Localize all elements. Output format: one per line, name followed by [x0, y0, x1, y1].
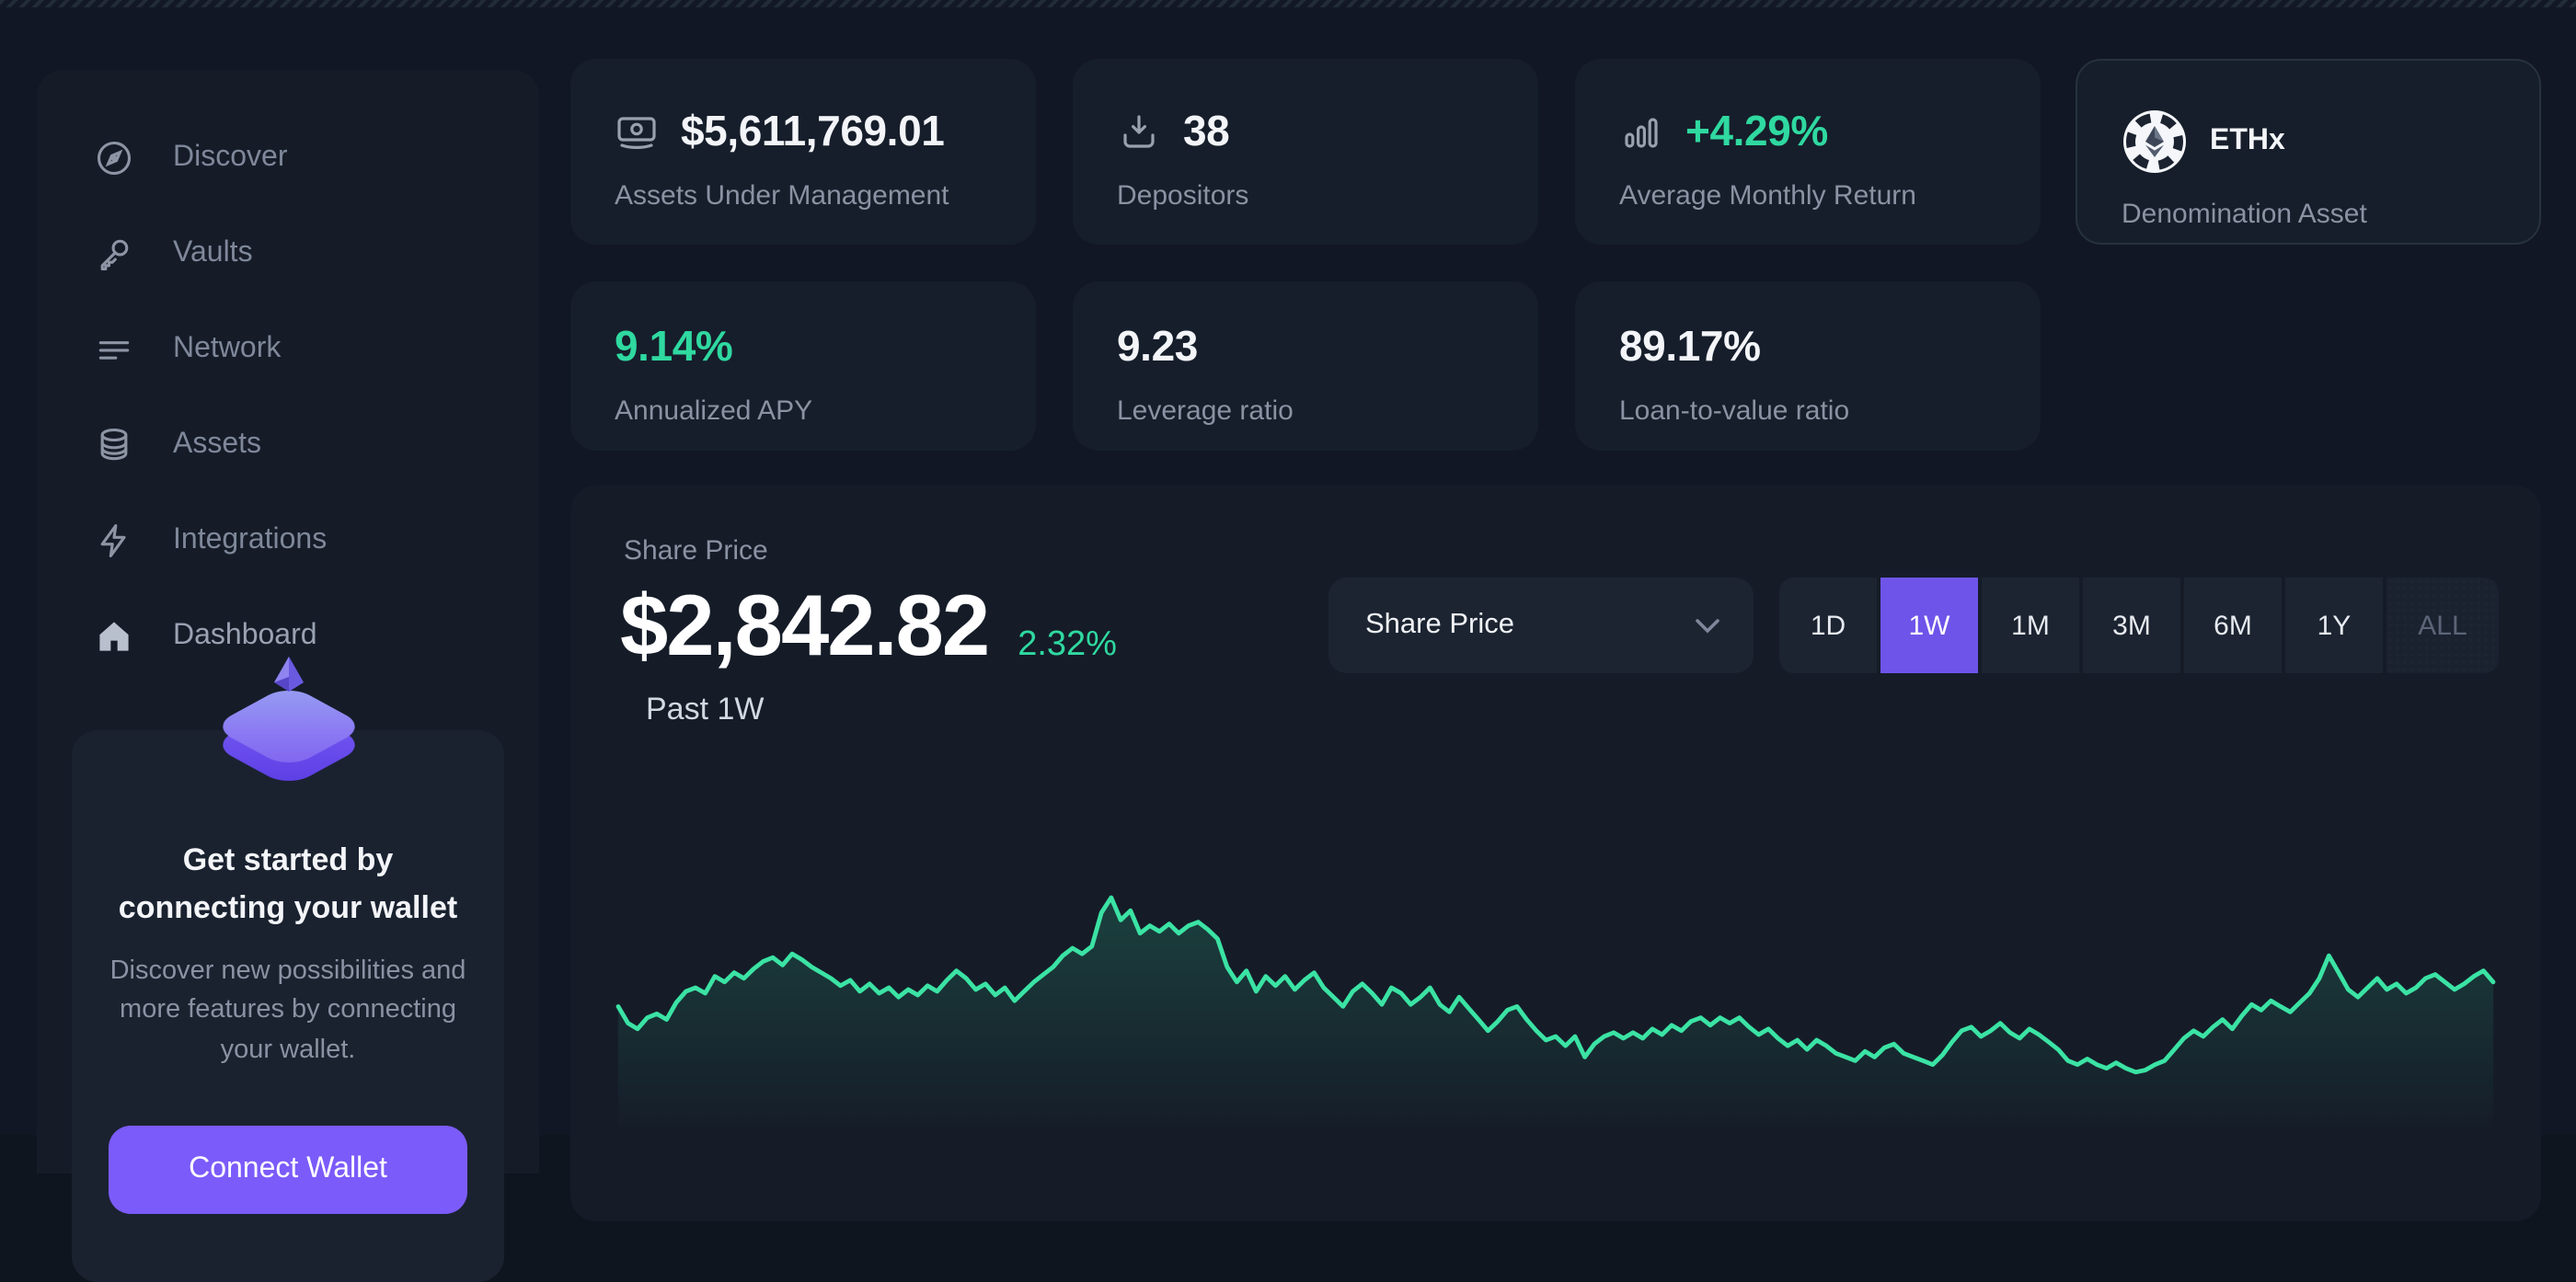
bar-chart-icon: [1619, 109, 1663, 154]
download-icon: [1117, 109, 1161, 154]
stat-label: Depositors: [1117, 180, 1249, 212]
sidebar-item-assets[interactable]: Assets: [37, 397, 539, 493]
lightning-icon: [92, 519, 136, 563]
chart-line: [615, 895, 2496, 1075]
range-button-1w[interactable]: 1W: [1880, 578, 1978, 673]
sidebar-item-integrations[interactable]: Integrations: [37, 493, 539, 589]
chart-area-fill: [618, 898, 2493, 1159]
range-button-3m[interactable]: 3M: [2083, 578, 2180, 673]
sidebar-item-vaults[interactable]: Vaults: [37, 206, 539, 302]
chevron-down-icon: [1695, 617, 1720, 634]
stat-value: 38: [1183, 107, 1230, 155]
metric-select-dropdown[interactable]: Share Price: [1328, 578, 1754, 673]
stat-value: 89.17%: [1619, 322, 1761, 370]
price-row: $2,842.82 2.32%: [620, 574, 1117, 675]
key-icon: [92, 232, 136, 276]
connect-wallet-button[interactable]: Connect Wallet: [109, 1126, 467, 1214]
sidebar: Discover Vaults Network: [37, 70, 539, 1282]
sidebar-item-label: Discover: [173, 142, 288, 173]
sidebar-item-label: Dashboard: [173, 620, 317, 651]
home-icon: [92, 614, 136, 658]
wallet-3d-logo: [200, 657, 376, 807]
share-price-chart-card: Share Price $2,842.82 2.32% Past 1W Share…: [570, 486, 2541, 1221]
top-decorative-strip: [0, 0, 2576, 7]
connect-wallet-card: Get started by connecting your wallet Di…: [72, 657, 504, 1282]
sidebar-item-discover[interactable]: Discover: [37, 110, 539, 206]
stat-value: 9.23: [1117, 322, 1198, 370]
range-button-1y[interactable]: 1Y: [2285, 578, 2383, 673]
stat-card-avg-return: +4.29% Average Monthly Return: [1575, 59, 2041, 245]
metric-select-value: Share Price: [1365, 609, 1514, 640]
range-button-all[interactable]: ALL: [2386, 578, 2499, 673]
ethx-token-icon: [2122, 109, 2188, 175]
stat-label: Annualized APY: [615, 395, 813, 427]
sidebar-item-dashboard[interactable]: Dashboard: [37, 589, 539, 684]
stat-card-denomination-asset: ETHx Denomination Asset: [2076, 59, 2541, 245]
sidebar-item-label: Assets: [173, 429, 262, 460]
stat-value: 9.14%: [615, 322, 733, 370]
chart-section-label: Share Price: [624, 535, 768, 567]
sidebar-item-label: Network: [173, 333, 282, 364]
stat-label: Loan-to-value ratio: [1619, 395, 1850, 427]
wallet-card-title: Get started by connecting your wallet: [118, 842, 458, 926]
stat-label: Average Monthly Return: [1619, 180, 1916, 212]
sidebar-item-network[interactable]: Network: [37, 302, 539, 397]
stat-card-leverage: 9.23 Leverage ratio: [1073, 281, 1538, 451]
share-price-value: $2,842.82: [620, 576, 990, 673]
stat-value: +4.29%: [1685, 107, 1828, 155]
price-change-percent: 2.32%: [1018, 625, 1117, 664]
stat-value: $5,611,769.01: [681, 107, 945, 155]
sidebar-item-label: Integrations: [173, 524, 328, 555]
stat-card-ltv: 89.17% Loan-to-value ratio: [1575, 281, 2041, 451]
range-button-1m[interactable]: 1M: [1982, 578, 2079, 673]
stat-card-aum: $5,611,769.01 Assets Under Management: [570, 59, 1036, 245]
sidebar-item-label: Vaults: [173, 237, 253, 269]
stat-value: ETHx: [2210, 125, 2285, 156]
compass-icon: [92, 136, 136, 180]
share-price-line-chart[interactable]: [607, 883, 2504, 1221]
wallet-card-body: Discover new possibilities and more feat…: [109, 956, 466, 1066]
stat-card-depositors: 38 Depositors: [1073, 59, 1538, 245]
sidebar-nav: Discover Vaults Network: [37, 70, 539, 684]
eth-gem-icon: [264, 653, 312, 717]
lines-icon: [92, 327, 136, 372]
stat-label: Assets Under Management: [615, 180, 949, 212]
time-range-group: 1D 1W 1M 3M 6M 1Y ALL: [1779, 578, 2499, 673]
stat-label: Leverage ratio: [1117, 395, 1294, 427]
database-icon: [92, 423, 136, 467]
range-button-1d[interactable]: 1D: [1779, 578, 1877, 673]
stat-card-apy: 9.14% Annualized APY: [570, 281, 1036, 451]
range-button-6m[interactable]: 6M: [2184, 578, 2282, 673]
stat-label: Denomination Asset: [2122, 199, 2367, 230]
price-period-label: Past 1W: [646, 692, 765, 727]
banknote-icon: [615, 109, 659, 154]
